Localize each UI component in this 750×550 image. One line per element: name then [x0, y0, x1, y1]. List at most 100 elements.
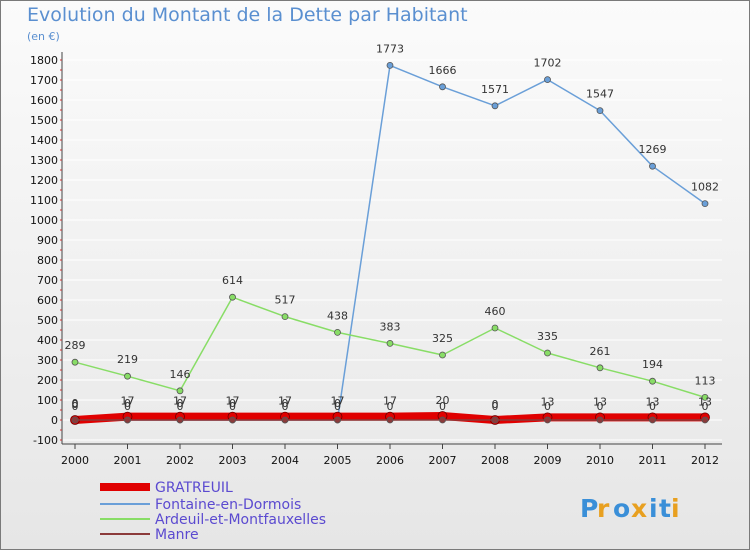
data-label: 0 [492, 400, 499, 413]
data-point [491, 416, 499, 424]
data-point [334, 416, 341, 424]
data-label: 13 [646, 395, 660, 408]
data-point [596, 364, 604, 372]
data-label: 1773 [376, 42, 404, 55]
data-point [71, 416, 79, 424]
data-point [649, 377, 656, 385]
data-label: 614 [222, 274, 243, 287]
logo-letter: i [671, 494, 680, 523]
chart-subtitle: (en €) [27, 30, 60, 43]
data-point [176, 387, 184, 395]
logo-letter: x [631, 494, 647, 523]
data-label: 0 [282, 397, 289, 410]
data-label: 460 [485, 305, 506, 318]
x-tick-label: 2009 [534, 454, 562, 467]
data-label: 0 [124, 400, 131, 413]
data-point [281, 313, 289, 321]
y-tick-label: 1800 [30, 54, 58, 67]
x-tick-label: 2001 [114, 454, 142, 467]
x-tick-label: 2003 [219, 454, 247, 467]
data-point [701, 416, 709, 424]
logo-letter: r [597, 494, 610, 523]
y-tick-label: 100 [37, 394, 58, 407]
data-labels: 0 0 0 0 0 0 1773 1666 1571 1702 1547 1269 1082 289 219… [65, 42, 720, 413]
data-label: 289 [65, 339, 86, 352]
data-label: 0 [334, 397, 341, 410]
data-point [439, 83, 446, 91]
y-tick-label: 1700 [30, 74, 58, 87]
x-tick-label: 2008 [481, 454, 509, 467]
data-point [439, 416, 446, 424]
data-point [701, 393, 709, 401]
data-label: 383 [380, 320, 401, 333]
x-tick-label: 2007 [429, 454, 457, 467]
data-label: 0 [334, 400, 341, 413]
legend-label-0: GRATREUIL [155, 480, 233, 496]
data-label: 20 [436, 394, 450, 407]
data-point [649, 416, 656, 424]
series-line-2 [74, 296, 706, 399]
data-label: 0 [177, 400, 184, 413]
logo-letter: t [659, 494, 671, 523]
y-tick-label: 1000 [30, 214, 58, 227]
y-tick-label: 700 [37, 274, 58, 287]
data-point [386, 416, 394, 424]
y-tick-label: 1600 [30, 94, 58, 107]
data-label: 0 [649, 400, 656, 413]
data-label: 17 [278, 395, 292, 408]
data-label: 1082 [691, 181, 719, 194]
x-tick-label: 2000 [61, 454, 89, 467]
data-point [71, 358, 79, 366]
legend-label-1: Fontaine-en-Dormois [155, 497, 301, 513]
data-label: 0 [492, 398, 499, 411]
logo-letter: P [580, 494, 598, 523]
series-line-1 [74, 64, 706, 421]
data-label: 0 [229, 397, 236, 410]
y-tick-label: 1200 [30, 174, 58, 187]
data-label: 17 [226, 395, 240, 408]
x-tick-label: 2006 [376, 454, 404, 467]
data-label: 17 [173, 395, 187, 408]
data-label: 1702 [534, 57, 562, 70]
data-label: 194 [642, 358, 663, 371]
data-point [229, 416, 236, 424]
data-point [596, 416, 604, 424]
data-label: 0 [124, 397, 131, 410]
y-tick-label: 300 [37, 354, 58, 367]
y-tick-label: 1100 [30, 194, 58, 207]
data-label: 335 [537, 330, 558, 343]
data-point [544, 76, 551, 83]
y-tick-label: 1300 [30, 154, 58, 167]
logo-letter: i [649, 494, 658, 523]
data-label: 0 [387, 400, 394, 413]
chart-title: Evolution du Montant de la Dette par Hab… [27, 4, 468, 26]
data-label: 0 [702, 400, 709, 413]
proxiti-logo: Pr o x i t i [580, 494, 680, 523]
legend: GRATREUILFontaine-en-DormoisArdeuil-et-M… [100, 480, 326, 543]
logo-letter: o [613, 494, 630, 523]
data-label: 0 [282, 400, 289, 413]
x-tick-label: 2002 [166, 454, 194, 467]
x-tick-label: 2010 [586, 454, 614, 467]
data-label: 146 [170, 368, 191, 381]
x-tick-label: 2012 [691, 454, 719, 467]
data-label: 0 [229, 400, 236, 413]
data-label: 0 [177, 397, 184, 410]
data-label: 13 [541, 395, 555, 408]
data-label: 17 [383, 395, 397, 408]
data-label: 219 [117, 353, 138, 366]
data-point [124, 372, 131, 380]
data-label: 1269 [639, 143, 667, 156]
data-label: 1666 [429, 64, 457, 77]
y-tick-label: 1500 [30, 114, 58, 127]
data-label: 261 [590, 345, 611, 358]
data-point [176, 416, 184, 424]
series-layer [70, 62, 710, 425]
data-label: 1547 [586, 88, 614, 101]
data-point [596, 107, 604, 114]
data-label: 325 [432, 332, 453, 345]
x-tick-label: 2005 [324, 454, 352, 467]
y-tick-label: 400 [37, 334, 58, 347]
y-tick-label: 900 [37, 234, 58, 247]
